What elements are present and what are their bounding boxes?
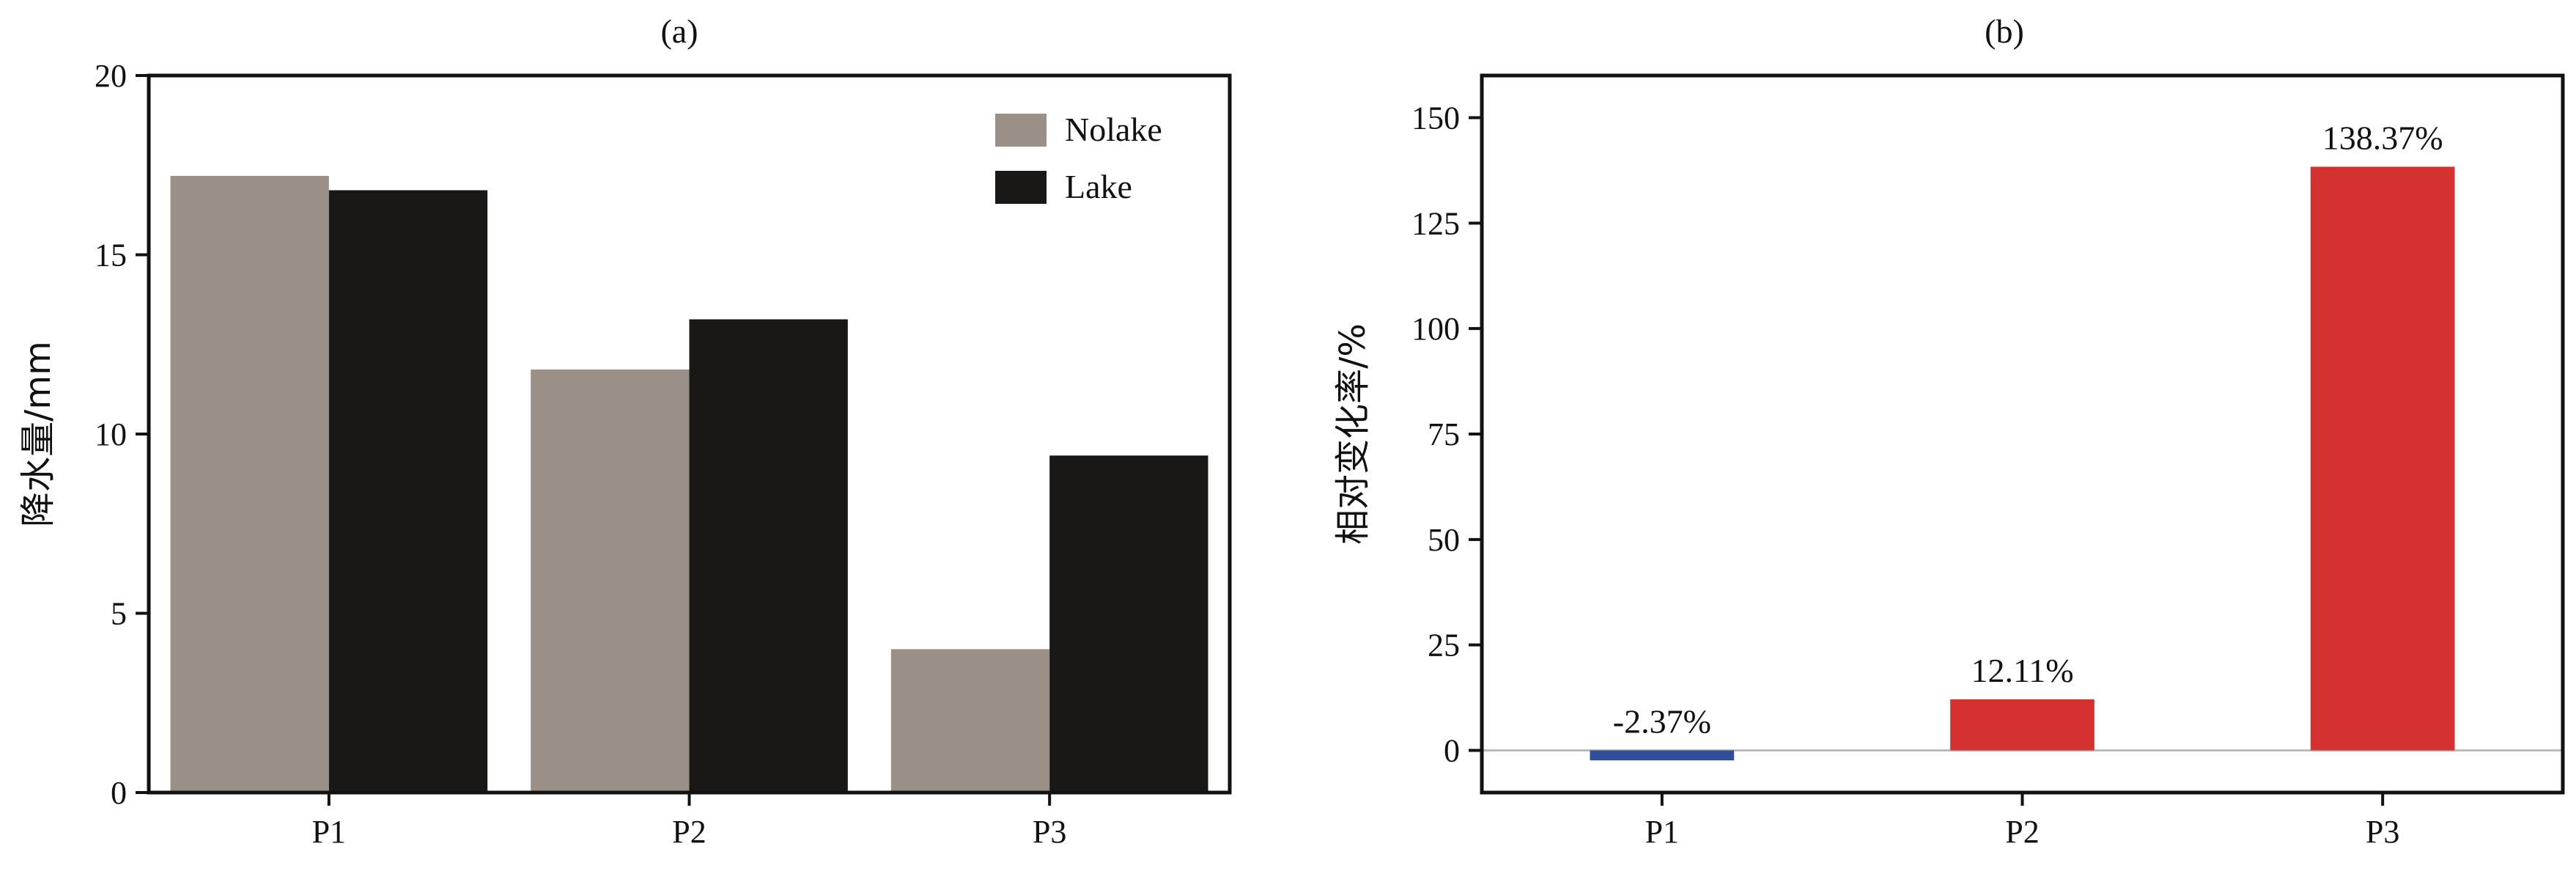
data-label-p3: 138.37% [2322, 119, 2443, 156]
panel-b: (b) -2.37% 12.11% 138.37% 0 25 50 75 100 125 150… [1332, 12, 2565, 850]
panel-b-ylabel: 相对变化率/% [1332, 323, 1373, 545]
panel-b-xtick-label: P2 [2005, 814, 2039, 850]
panel-b-label: (b) [1985, 12, 2024, 50]
panel-b-ytick-label: 100 [1411, 311, 1460, 347]
bar-nolake-p1 [170, 175, 329, 793]
bar-lake-p1 [328, 190, 488, 793]
panel-a-ytick-label: 5 [111, 596, 127, 632]
panel-b-xtick-label: P1 [1645, 814, 1679, 850]
bar-change-p2 [1950, 699, 2095, 751]
panel-b-y-axis: 0 25 50 75 100 125 150 [1411, 100, 1482, 768]
panel-a-xtick-label: P2 [672, 814, 706, 850]
panel-a-xtick-label: P1 [312, 814, 346, 850]
panel-a-y-axis: 0 5 10 15 20 [95, 58, 149, 811]
panel-b-ytick-label: 50 [1428, 522, 1460, 558]
panel-a-legend: Nolake Lake [995, 111, 1162, 205]
panel-a-ytick-label: 15 [95, 238, 127, 273]
bar-change-p3 [2310, 166, 2455, 751]
legend-label-lake: Lake [1065, 168, 1132, 205]
panel-a-ytick-label: 0 [111, 775, 127, 811]
data-label-p1: -2.37% [1613, 702, 1711, 740]
bar-nolake-p3 [890, 649, 1050, 793]
panel-a: (a) 0 5 10 15 20 P1 P2 P3 降水量/mm Nolake Lake [18, 12, 1232, 850]
data-label-p2: 12.11% [1971, 652, 2073, 689]
panel-a-ylabel: 降水量/mm [18, 341, 59, 527]
panel-a-xtick-label: P3 [1033, 814, 1066, 850]
legend-swatch-lake [995, 171, 1047, 204]
panel-a-x-axis: P1 P2 P3 [312, 793, 1066, 850]
legend-swatch-nolake [995, 114, 1047, 147]
panel-b-ytick-label: 150 [1411, 100, 1460, 136]
legend-label-nolake: Nolake [1065, 111, 1162, 148]
bar-nolake-p2 [531, 369, 690, 793]
panel-a-ytick-label: 10 [95, 416, 127, 452]
panel-b-ytick-label: 75 [1428, 416, 1460, 452]
panel-a-ytick-label: 20 [95, 58, 127, 94]
panel-b-ytick-label: 0 [1444, 732, 1460, 768]
panel-b-ytick-label: 25 [1428, 628, 1460, 664]
bar-lake-p3 [1049, 455, 1208, 793]
bar-lake-p2 [689, 319, 848, 793]
panel-a-frame [147, 73, 1232, 795]
panel-b-frame [1480, 73, 2565, 795]
panel-b-xtick-label: P3 [2366, 814, 2399, 850]
bar-change-p1 [1590, 750, 1735, 761]
panel-b-bars: -2.37% 12.11% 138.37% [1590, 119, 2455, 761]
panel-b-x-axis: P1 P2 P3 [1645, 793, 2399, 850]
panel-b-ytick-label: 125 [1411, 205, 1460, 241]
panel-a-bars [170, 175, 1208, 793]
panel-a-label: (a) [660, 12, 698, 50]
